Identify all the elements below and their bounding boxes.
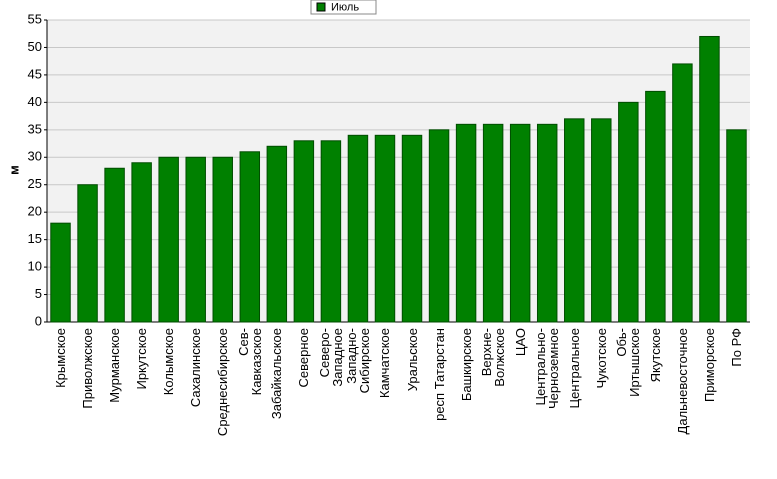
x-tick-label: Камчатское bbox=[377, 328, 393, 399]
y-tick-label: 25 bbox=[28, 176, 42, 191]
bar bbox=[591, 118, 612, 323]
x-tick-label: Северное bbox=[296, 328, 312, 388]
x-tick-label: Мурманское bbox=[107, 328, 123, 403]
legend-label: Июль bbox=[331, 1, 359, 13]
y-tick-label: 0 bbox=[35, 313, 42, 328]
bar bbox=[185, 156, 206, 323]
y-tick-label: 35 bbox=[28, 121, 42, 136]
bar bbox=[50, 222, 71, 323]
bar bbox=[672, 63, 693, 323]
bar bbox=[482, 123, 504, 323]
x-tick-label: Сахалинское bbox=[188, 328, 204, 408]
x-tick-label: По РФ bbox=[728, 328, 744, 367]
x-tick-label: Верхне- Волжское bbox=[479, 328, 508, 387]
bar bbox=[239, 151, 261, 323]
x-tick-label: Северо- Западное bbox=[316, 328, 345, 387]
bar bbox=[428, 129, 450, 323]
y-axis-label: м bbox=[6, 165, 21, 175]
plot-area bbox=[47, 20, 750, 322]
x-tick-label: Чукотское bbox=[593, 328, 609, 389]
x-tick-label: Западно- Сибирское bbox=[343, 328, 372, 394]
y-tick-label: 45 bbox=[28, 66, 42, 81]
x-tick-label: ЦАО bbox=[512, 328, 528, 357]
x-tick-label: Приморское bbox=[701, 328, 717, 403]
legend-swatch bbox=[316, 2, 326, 12]
x-tick-label: респ Татарстан bbox=[431, 328, 447, 421]
x-tick-label: Забайкальское bbox=[269, 328, 285, 420]
x-tick-label: Обь- Иртышское bbox=[614, 328, 643, 397]
bar bbox=[564, 118, 585, 323]
x-tick-label: Иркутское bbox=[134, 328, 150, 390]
bar bbox=[374, 134, 396, 323]
y-tick-label: 15 bbox=[28, 231, 42, 246]
x-tick-label: Крымское bbox=[53, 328, 69, 388]
x-tick-label: Уральское bbox=[404, 328, 420, 392]
bar bbox=[104, 167, 125, 323]
x-tick-label: Якутское bbox=[647, 328, 663, 383]
x-tick-label: Приволжское bbox=[80, 328, 96, 409]
bar bbox=[77, 184, 98, 323]
x-tick-label: Сев- Кавказское bbox=[235, 328, 264, 396]
bar bbox=[266, 145, 288, 323]
bar bbox=[131, 162, 152, 323]
bar bbox=[699, 35, 720, 323]
y-tick-label: 50 bbox=[28, 39, 42, 54]
bar bbox=[618, 101, 639, 323]
x-tick-label: Колымское bbox=[161, 328, 177, 396]
x-tick-label: Дальневосточное bbox=[674, 328, 690, 435]
bar bbox=[320, 140, 342, 323]
bar bbox=[536, 123, 558, 323]
x-tick-label: Центрально- Черноземное bbox=[533, 328, 562, 410]
bar bbox=[347, 134, 369, 323]
bar bbox=[726, 129, 747, 323]
x-tick-label: Среднесибирское bbox=[215, 328, 231, 437]
y-tick-label: 10 bbox=[28, 259, 42, 274]
legend-box bbox=[310, 0, 377, 15]
y-tick-label: 30 bbox=[28, 149, 42, 164]
x-tick-label: Центральное bbox=[566, 328, 582, 409]
bar bbox=[158, 156, 179, 323]
x-tick-label: Башкирское bbox=[458, 328, 474, 402]
y-tick-label: 55 bbox=[28, 11, 42, 26]
bar bbox=[509, 123, 531, 323]
y-tick-label: 5 bbox=[35, 286, 42, 301]
y-tick-label: 40 bbox=[28, 94, 42, 109]
y-tick-label: 20 bbox=[28, 204, 42, 219]
bar bbox=[212, 156, 233, 323]
bar bbox=[455, 123, 477, 323]
bar bbox=[293, 140, 315, 323]
bar bbox=[401, 134, 423, 323]
bar bbox=[645, 90, 666, 323]
